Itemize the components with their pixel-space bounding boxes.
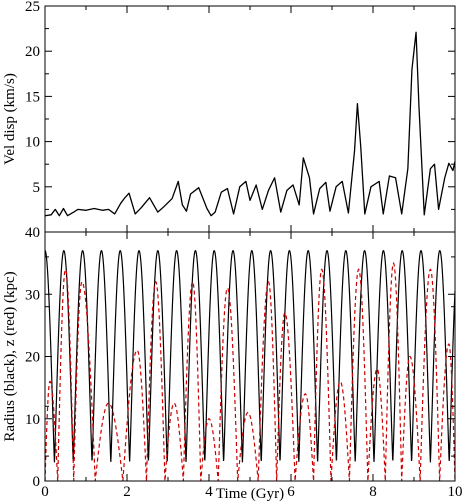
radius-height-y-tick-label: 30 (25, 287, 40, 303)
radius-height-x-tick-label: 0 (41, 484, 49, 500)
radius-height-x-tick-label: 10 (448, 484, 463, 500)
radius-height-y-axis-label: Radius (black), z (red) (kpc) (2, 271, 18, 441)
radius-height-y-tick-label: 40 (25, 225, 40, 241)
velocity-dispersion-line (44, 31, 456, 217)
velocity-dispersion-panel: 5 10 15 20 25 Vel disp (km/s) (2, 0, 456, 233)
velocity-dispersion-y-tick-label: 5 (33, 180, 41, 196)
radius-height-x-tick-label: 6 (287, 484, 295, 500)
time-x-axis-label: Time (Gyr) (216, 486, 284, 502)
radius-height-plot-frame (44, 231, 456, 482)
radius-height-y-tick-label: 20 (25, 350, 40, 366)
radius-height-x-tick-label: 8 (369, 484, 377, 500)
radius-height-y-ticks: 0 10 20 30 40 (25, 225, 455, 490)
radius-height-y-tick-label: 0 (33, 474, 41, 490)
velocity-dispersion-y-tick-label: 25 (25, 0, 40, 15)
velocity-dispersion-y-tick-label: 10 (25, 135, 40, 151)
velocity-dispersion-y-tick-label: 20 (25, 44, 40, 60)
radius-height-x-tick-label: 2 (123, 484, 131, 500)
velocity-dispersion-series-group (44, 31, 456, 217)
velocity-dispersion-y-axis-label: Vel disp (km/s) (2, 73, 18, 165)
radius-height-x-ticks: 0 2 4 6 8 10 (41, 232, 463, 500)
radius-line (44, 249, 456, 463)
radius-height-panel: 0 10 20 30 40 0 2 4 6 8 10 Radius (black), z (red… (2, 225, 463, 502)
radius-height-x-tick-label: 4 (205, 484, 213, 500)
velocity-dispersion-y-tick-label: 15 (25, 89, 40, 105)
radius-height-y-tick-label: 10 (25, 412, 40, 428)
velocity-dispersion-y-ticks: 5 10 15 20 25 (25, 0, 455, 210)
